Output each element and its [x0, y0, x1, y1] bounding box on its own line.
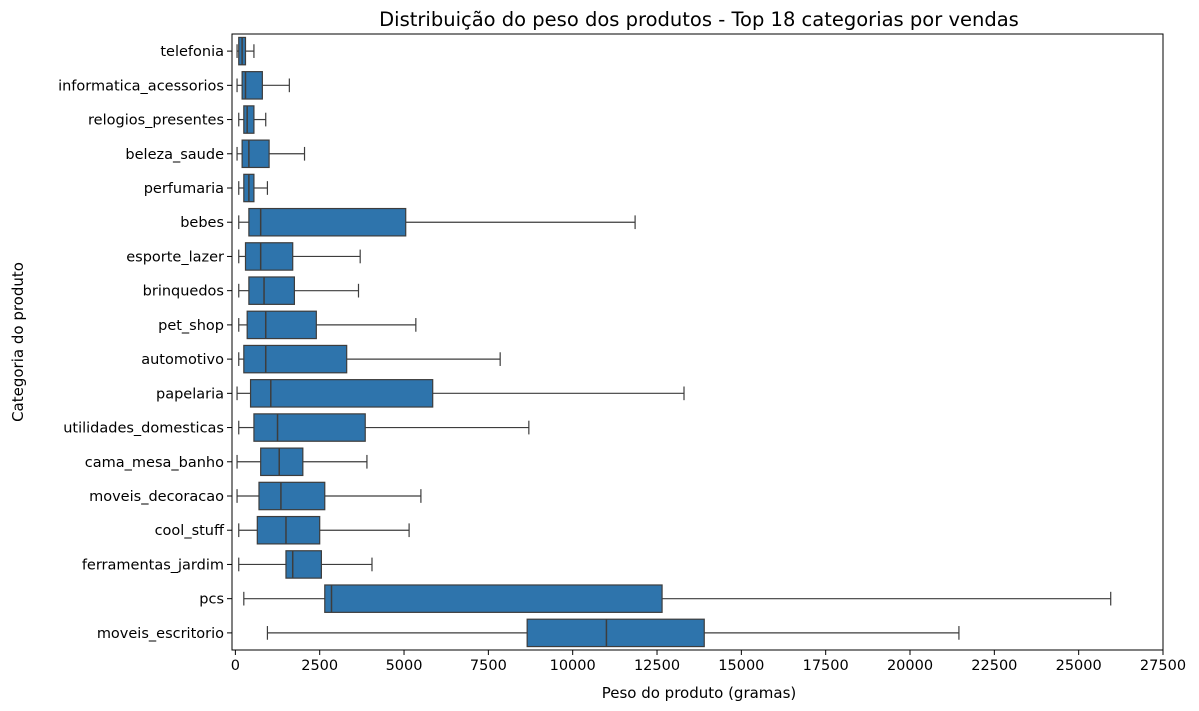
x-axis-label: Peso do produto (gramas) — [602, 684, 797, 702]
iqr-box — [324, 584, 663, 613]
iqr-box — [244, 242, 294, 271]
iqr-box — [246, 310, 317, 340]
iqr-box — [260, 447, 304, 477]
box-pet_shop — [238, 310, 417, 340]
iqr-box — [258, 481, 326, 511]
box-relogios_presentes — [238, 105, 267, 134]
iqr-box — [243, 344, 348, 374]
x-tick-label: 5000 — [386, 658, 423, 674]
iqr-box — [243, 105, 255, 134]
box-esporte_lazer — [238, 242, 361, 271]
y-tick-label: telefonia — [160, 44, 224, 60]
y-tick-label: moveis_decoracao — [89, 489, 224, 505]
box-cool_stuff — [238, 515, 410, 545]
x-tick-label: 17500 — [803, 658, 849, 674]
iqr-box — [248, 276, 296, 305]
x-tick-label: 2500 — [301, 658, 338, 674]
box-moveis_escritorio — [266, 618, 960, 648]
box-perfumaria — [238, 173, 269, 203]
y-tick-label: brinquedos — [143, 284, 224, 300]
y-tick-label: bebes — [180, 215, 224, 231]
x-tick-label: 7500 — [470, 658, 507, 674]
box-papelaria — [236, 379, 685, 408]
box-bebes — [238, 207, 636, 237]
x-tick-label: 15000 — [718, 658, 764, 674]
box-ferramentas_jardim — [238, 550, 373, 579]
box-moveis_decoracao — [236, 481, 422, 511]
plot-frame — [231, 33, 1164, 651]
chart-title: Distribuição do peso dos produtos - Top … — [379, 8, 1019, 31]
iqr-box — [285, 550, 322, 579]
y-tick-label: beleza_saude — [125, 147, 224, 163]
box-utilidades_domesticas — [238, 413, 530, 442]
x-tick-label: 22500 — [971, 658, 1017, 674]
box-telefonia — [236, 36, 255, 66]
y-tick-label: cool_stuff — [155, 523, 225, 539]
y-tick-label: pet_shop — [158, 318, 224, 334]
y-tick-label: esporte_lazer — [126, 249, 224, 265]
box-cama_mesa_banho — [236, 447, 368, 477]
y-tick-label: cama_mesa_banho — [85, 455, 224, 471]
plot-marks — [236, 36, 1112, 648]
x-tick-label: 27500 — [1140, 658, 1186, 674]
y-tick-label: informatica_acessorios — [58, 78, 224, 94]
y-tick-label: relogios_presentes — [88, 113, 224, 129]
iqr-box — [256, 515, 321, 545]
iqr-box — [248, 207, 407, 237]
iqr-box — [253, 413, 366, 442]
box-informatica_acessorios — [236, 71, 290, 100]
x-tick-label: 20000 — [887, 658, 933, 674]
box-beleza_saude — [236, 139, 306, 169]
x-axis: 0 2500 5000 7500 10000 12500 15000 17500 20000 22… — [231, 650, 1186, 674]
iqr-box — [241, 71, 263, 100]
iqr-box — [249, 379, 434, 408]
x-tick-label: 25000 — [1056, 658, 1102, 674]
box-brinquedos — [238, 276, 360, 305]
box-pcs — [243, 584, 1112, 613]
y-tick-label: automotivo — [141, 352, 224, 368]
y-tick-label: ferramentas_jardim — [82, 557, 224, 573]
y-tick-label: papelaria — [156, 386, 224, 402]
x-tick-label: 0 — [231, 658, 240, 674]
y-tick-label: moveis_escritorio — [97, 626, 224, 642]
y-axis-label: Categoria do produto — [9, 262, 27, 422]
x-tick-label: 12500 — [634, 658, 680, 674]
y-tick-label: perfumaria — [144, 181, 224, 197]
x-tick-label: 10000 — [550, 658, 596, 674]
iqr-box — [241, 139, 270, 169]
y-tick-label: utilidades_domesticas — [63, 421, 224, 437]
iqr-box — [526, 618, 705, 648]
y-tick-label: pcs — [199, 592, 224, 608]
y-axis: telefonia informatica_acessorios relogios_… — [58, 44, 232, 642]
box-automotivo — [238, 344, 501, 374]
